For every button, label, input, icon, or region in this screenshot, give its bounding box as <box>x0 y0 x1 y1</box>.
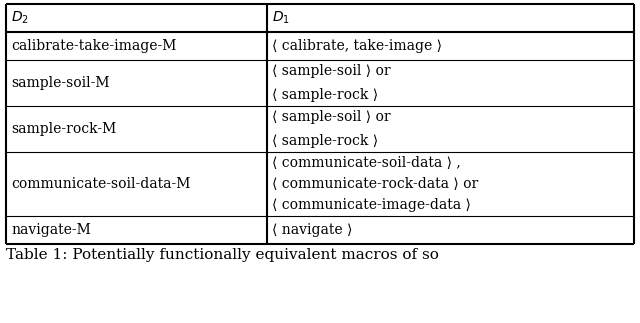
Text: ⟨ sample-rock ⟩: ⟨ sample-rock ⟩ <box>271 133 378 148</box>
Text: ⟨ sample-soil ⟩ or: ⟨ sample-soil ⟩ or <box>271 65 390 78</box>
Text: sample-rock-M: sample-rock-M <box>11 122 116 136</box>
Text: communicate-soil-data-M: communicate-soil-data-M <box>11 177 190 191</box>
Text: ⟨ navigate ⟩: ⟨ navigate ⟩ <box>271 223 352 237</box>
Text: $D_1$: $D_1$ <box>271 10 289 26</box>
Text: ⟨ sample-rock ⟩: ⟨ sample-rock ⟩ <box>271 88 378 101</box>
Text: ⟨ communicate-rock-data ⟩ or: ⟨ communicate-rock-data ⟩ or <box>271 177 478 191</box>
Text: $D_2$: $D_2$ <box>11 10 29 26</box>
Text: ⟨ sample-soil ⟩ or: ⟨ sample-soil ⟩ or <box>271 110 390 124</box>
Text: Table 1: Potentially functionally equivalent macros of so: Table 1: Potentially functionally equiva… <box>6 248 439 262</box>
Text: navigate-M: navigate-M <box>11 223 91 237</box>
Text: ⟨ communicate-image-data ⟩: ⟨ communicate-image-data ⟩ <box>271 198 470 212</box>
Text: ⟨ calibrate, take-image ⟩: ⟨ calibrate, take-image ⟩ <box>271 39 442 53</box>
Text: calibrate-take-image-M: calibrate-take-image-M <box>11 39 177 53</box>
Text: sample-soil-M: sample-soil-M <box>11 76 109 90</box>
Text: ⟨ communicate-soil-data ⟩ ,: ⟨ communicate-soil-data ⟩ , <box>271 156 460 170</box>
